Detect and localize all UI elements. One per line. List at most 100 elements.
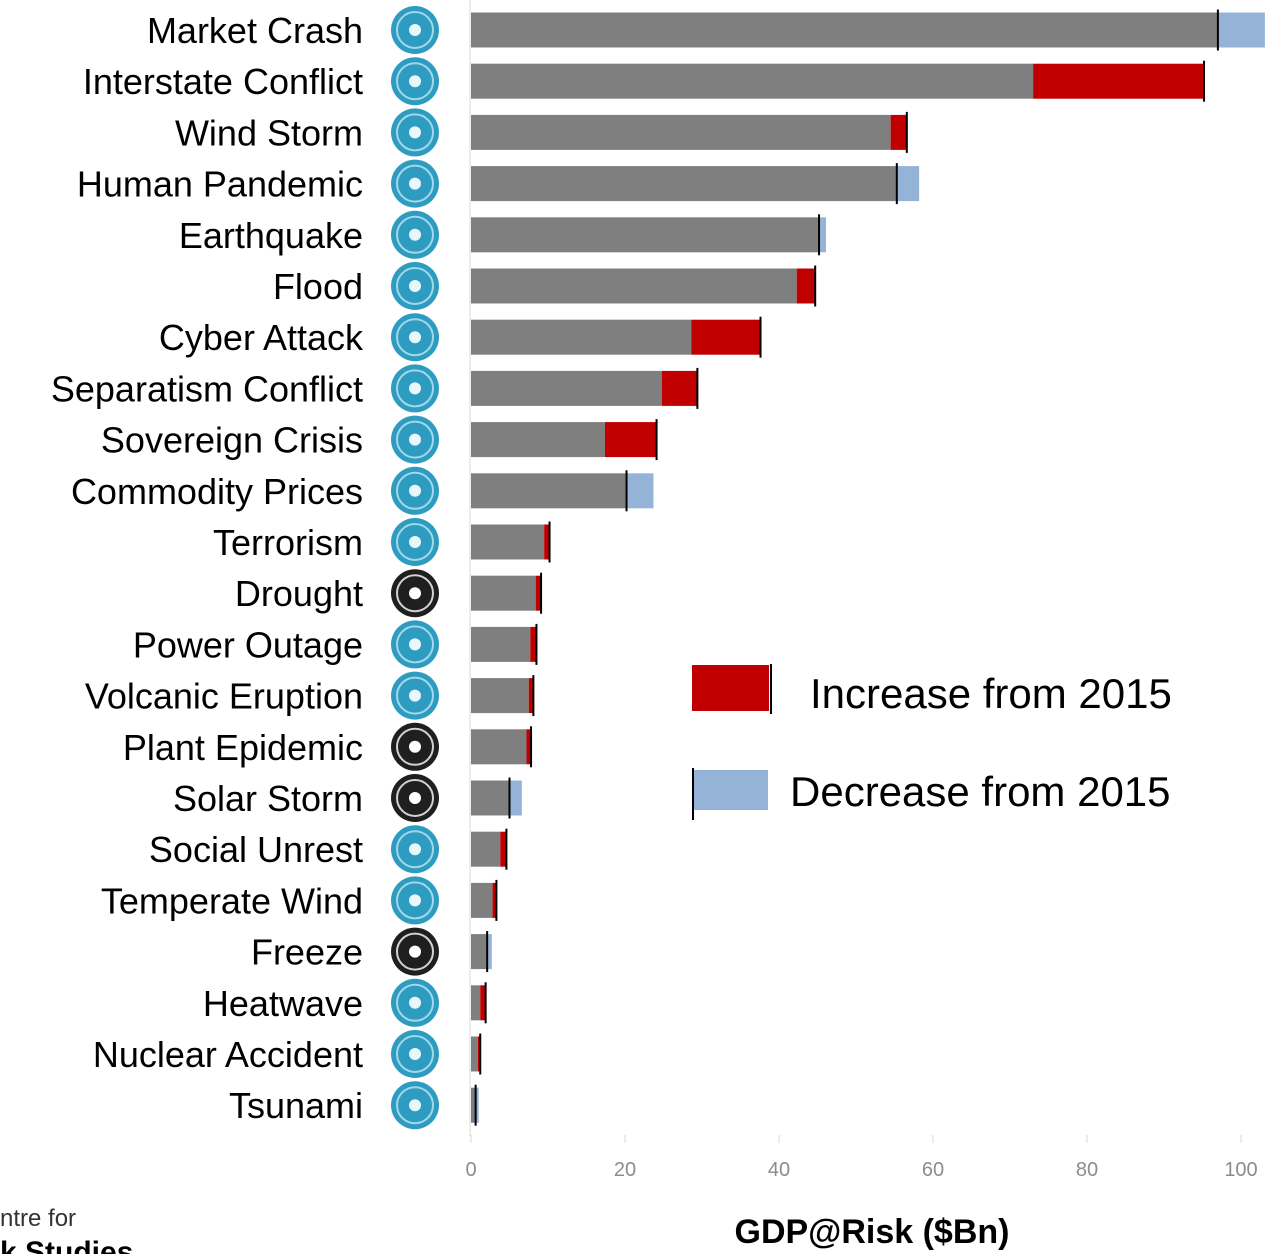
category-label: Heatwave <box>203 983 363 1024</box>
bar-increase <box>500 831 507 867</box>
bar-base <box>471 12 1218 48</box>
category-label: Wind Storm <box>175 112 363 153</box>
bar-base <box>471 319 692 355</box>
x-tick-label: 60 <box>922 1159 944 1181</box>
bar-decrease <box>475 1087 479 1123</box>
terrorism-icon <box>391 518 439 566</box>
volcanic-eruption-icon <box>391 671 439 720</box>
category-label: Drought <box>235 573 363 614</box>
drought-icon <box>391 569 439 618</box>
bar-increase <box>535 575 542 611</box>
bar-increase <box>691 319 761 355</box>
bar-base <box>471 268 797 304</box>
bars-group <box>471 9 1265 1126</box>
category-label: Commodity Prices <box>71 471 363 512</box>
bar-base <box>471 934 488 970</box>
wind-storm-icon <box>391 108 439 157</box>
bar-base <box>471 524 545 560</box>
bar-increase <box>492 882 497 918</box>
logo-line-2: k Studies <box>0 1236 133 1254</box>
earthquake-icon <box>391 210 439 259</box>
x-axis: 0 20 40 60 80 100 <box>465 0 1258 1181</box>
heatwave-icon <box>391 978 439 1027</box>
bar-increase <box>477 1036 481 1072</box>
category-label: Power Outage <box>133 624 363 665</box>
logo-line-1: ntre for <box>0 1205 76 1232</box>
bar-increase <box>796 268 816 304</box>
category-label: Cyber Attack <box>159 317 364 358</box>
bar-base <box>471 729 527 765</box>
category-label: Human Pandemic <box>77 164 363 205</box>
bar-increase <box>530 626 537 662</box>
bar-base <box>471 575 536 611</box>
category-label: Nuclear Accident <box>93 1034 363 1075</box>
interstate-conflict-icon <box>391 57 439 106</box>
cyber-attack-icon <box>391 313 439 362</box>
bar-base <box>471 422 605 458</box>
bar-base <box>471 63 1034 99</box>
bar-increase <box>661 370 698 406</box>
category-label: Temperate Wind <box>101 880 363 921</box>
bar-base <box>471 370 662 406</box>
freeze-icon <box>391 927 439 976</box>
bar-increase <box>480 985 486 1021</box>
category-label: Flood <box>273 266 363 307</box>
x-tick-label: 100 <box>1224 1159 1257 1181</box>
bar-decrease <box>819 217 826 253</box>
bar-base <box>471 882 493 918</box>
category-label: Solar Storm <box>173 778 363 819</box>
power-outage-icon <box>391 620 439 669</box>
bar-decrease <box>896 166 920 202</box>
legend-decrease-swatch <box>694 770 768 810</box>
bar-base <box>471 1036 478 1072</box>
legend-decrease-label: Decrease from 2015 <box>790 768 1171 815</box>
bar-base <box>471 831 501 867</box>
bar-decrease <box>487 934 492 970</box>
temperate-wind-icon <box>391 876 439 925</box>
bar-decrease <box>509 780 522 816</box>
x-tick-label: 80 <box>1076 1159 1098 1181</box>
category-label: Plant Epidemic <box>123 727 363 768</box>
bar-base <box>471 1087 476 1123</box>
icons-group <box>391 6 439 1130</box>
category-label: Separatism Conflict <box>51 368 363 409</box>
market-crash-icon <box>391 6 439 54</box>
bar-base <box>471 473 627 509</box>
social-unrest-icon <box>391 825 439 874</box>
bar-base <box>471 166 897 202</box>
sovereign-crisis-icon <box>391 415 439 464</box>
category-label: Social Unrest <box>149 829 363 870</box>
legend-increase-swatch <box>692 665 769 711</box>
bar-base <box>471 217 820 253</box>
category-label: Tsunami <box>229 1085 363 1126</box>
flood-icon <box>391 262 439 310</box>
bar-increase <box>544 524 550 560</box>
bar-base <box>471 985 481 1021</box>
logo: ntre for k Studies <box>0 1205 133 1254</box>
category-label: Volcanic Eruption <box>85 676 363 717</box>
bar-increase <box>528 678 534 714</box>
category-label: Freeze <box>251 932 363 973</box>
x-tick-label: 20 <box>614 1159 636 1181</box>
legend: Increase from 2015 Decrease from 2015 <box>692 664 1172 820</box>
human-pandemic-icon <box>391 159 439 208</box>
category-labels-group: Market Crash Interstate Conflict Wind Stor… <box>51 10 364 1126</box>
x-tick-label: 0 <box>465 1159 476 1181</box>
category-label: Market Crash <box>147 10 363 51</box>
plant-epidemic-icon <box>391 722 439 771</box>
separatism-conflict-icon <box>391 364 439 413</box>
category-label: Terrorism <box>213 522 363 563</box>
bar-base <box>471 114 891 150</box>
category-label: Sovereign Crisis <box>101 420 363 461</box>
bar-base <box>471 780 510 816</box>
category-label: Earthquake <box>179 215 363 256</box>
category-label: Interstate Conflict <box>83 61 363 102</box>
commodity-prices-icon <box>391 466 439 515</box>
solar-storm-icon <box>391 774 439 822</box>
bar-increase <box>604 422 657 458</box>
legend-increase-label: Increase from 2015 <box>810 670 1172 717</box>
bar-increase <box>526 729 532 765</box>
x-tick-label: 40 <box>768 1159 790 1181</box>
bar-base <box>471 626 531 662</box>
